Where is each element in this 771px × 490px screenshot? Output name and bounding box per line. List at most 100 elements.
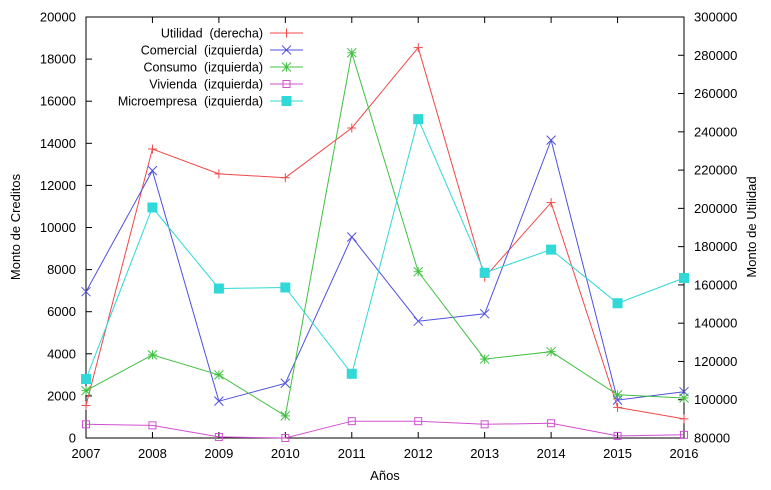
legend-label: Microempresa (izquierda) xyxy=(118,95,263,109)
legend: Utilidad (derecha) Comercial (izquierda) C… xyxy=(118,27,303,109)
data-point xyxy=(546,198,556,208)
legend-item: Microempresa (izquierda) xyxy=(118,95,303,109)
x-tick-label: 2016 xyxy=(670,446,699,461)
x-tick-label: 2013 xyxy=(470,446,499,461)
data-point xyxy=(679,273,689,284)
data-point xyxy=(281,96,292,106)
data-point xyxy=(680,430,688,439)
legend-label: Consumo (izquierda) xyxy=(144,61,264,75)
data-point xyxy=(81,385,91,396)
x-tick-label: 2014 xyxy=(537,446,566,461)
data-point xyxy=(214,169,224,179)
data-point xyxy=(613,431,622,440)
left-tick-label: 0 xyxy=(69,431,76,446)
x-tick-label: 2010 xyxy=(271,446,300,461)
left-tick-label: 20000 xyxy=(40,10,76,25)
data-point xyxy=(281,434,290,442)
data-point xyxy=(612,389,623,400)
data-point xyxy=(414,417,423,426)
series xyxy=(82,417,688,442)
right-tick-label: 160000 xyxy=(694,277,737,292)
right-tick-label: 300000 xyxy=(694,10,737,25)
data-point xyxy=(346,47,357,58)
x-tick-label: 2008 xyxy=(138,446,167,461)
data-point xyxy=(547,419,556,428)
legend-item: Vivienda (izquierda) xyxy=(149,78,303,92)
series-line xyxy=(85,46,685,420)
series xyxy=(81,114,689,385)
right-tick-label: 180000 xyxy=(694,239,737,254)
data-point xyxy=(81,374,91,385)
left-tick-label: 14000 xyxy=(40,136,76,151)
data-point xyxy=(347,417,356,426)
data-point xyxy=(347,123,357,133)
data-point xyxy=(81,286,91,297)
right-axis: 80000 100000 120000 140000 160000 180000 20000… xyxy=(678,10,737,446)
x-tick-label: 2011 xyxy=(338,446,366,461)
right-tick-label: 140000 xyxy=(694,316,737,331)
right-tick-label: 220000 xyxy=(694,163,737,178)
right-tick-label: 80000 xyxy=(694,431,730,446)
data-point xyxy=(346,232,357,242)
data-point xyxy=(280,378,291,389)
right-tick-label: 240000 xyxy=(694,124,737,139)
legend-label: Vivienda (izquierda) xyxy=(149,78,263,92)
left-tick-label: 10000 xyxy=(40,220,76,235)
data-point xyxy=(281,45,292,55)
data-point xyxy=(612,395,623,405)
data-point xyxy=(413,316,424,327)
data-point xyxy=(280,282,291,293)
x-axis-title: Años xyxy=(370,468,400,483)
left-axis-title: Monto de Creditos xyxy=(8,173,23,280)
data-point xyxy=(147,349,158,360)
series-line xyxy=(85,420,685,439)
left-tick-label: 8000 xyxy=(47,262,76,277)
x-tick-label: 2012 xyxy=(404,446,433,461)
left-tick-label: 16000 xyxy=(40,94,76,109)
series xyxy=(81,47,689,421)
right-tick-label: 280000 xyxy=(694,48,737,63)
data-point xyxy=(679,414,689,424)
left-tick-label: 4000 xyxy=(47,346,76,361)
data-point xyxy=(546,135,556,145)
data-point xyxy=(546,244,557,255)
data-point xyxy=(413,43,423,53)
legend-item: Consumo (izquierda) xyxy=(144,61,303,75)
data-point xyxy=(214,396,224,407)
data-point xyxy=(479,354,490,364)
legend-item: Utilidad (derecha) xyxy=(161,27,303,41)
x-tick-label: 2015 xyxy=(603,446,632,461)
data-point xyxy=(679,393,689,403)
data-point xyxy=(282,28,291,38)
x-tick-label: 2009 xyxy=(204,446,233,461)
x-axis: 2007 2008 2009 2010 2011 2012 2013 2014 2015 2016 xyxy=(72,17,699,461)
data-point xyxy=(280,173,290,183)
series-line xyxy=(85,117,685,380)
series-layer xyxy=(81,43,689,442)
data-point xyxy=(214,369,224,380)
left-tick-label: 6000 xyxy=(47,304,76,319)
legend-label: Comercial (izquierda) xyxy=(141,44,263,58)
data-point xyxy=(81,400,91,410)
series-line xyxy=(85,52,685,417)
data-point xyxy=(147,202,158,213)
data-point xyxy=(213,283,224,294)
data-point xyxy=(82,420,90,429)
right-tick-label: 100000 xyxy=(694,392,737,407)
data-point xyxy=(480,420,489,429)
data-point xyxy=(282,80,291,88)
legend-item: Comercial (izquierda) xyxy=(141,44,303,58)
data-point xyxy=(281,62,292,72)
data-point xyxy=(147,144,157,154)
data-point xyxy=(214,432,223,441)
x-tick-label: 2007 xyxy=(72,446,101,461)
legend-label: Utilidad (derecha) xyxy=(161,27,263,41)
left-tick-label: 2000 xyxy=(47,388,76,403)
data-point xyxy=(612,298,623,309)
right-axis-title: Monto de Utilidad xyxy=(744,176,759,277)
data-point xyxy=(346,368,357,379)
data-point xyxy=(413,266,424,277)
series-line xyxy=(85,138,685,402)
left-axis: 0 2000 4000 6000 8000 10000 12000 14000 16000 180… xyxy=(40,10,92,446)
